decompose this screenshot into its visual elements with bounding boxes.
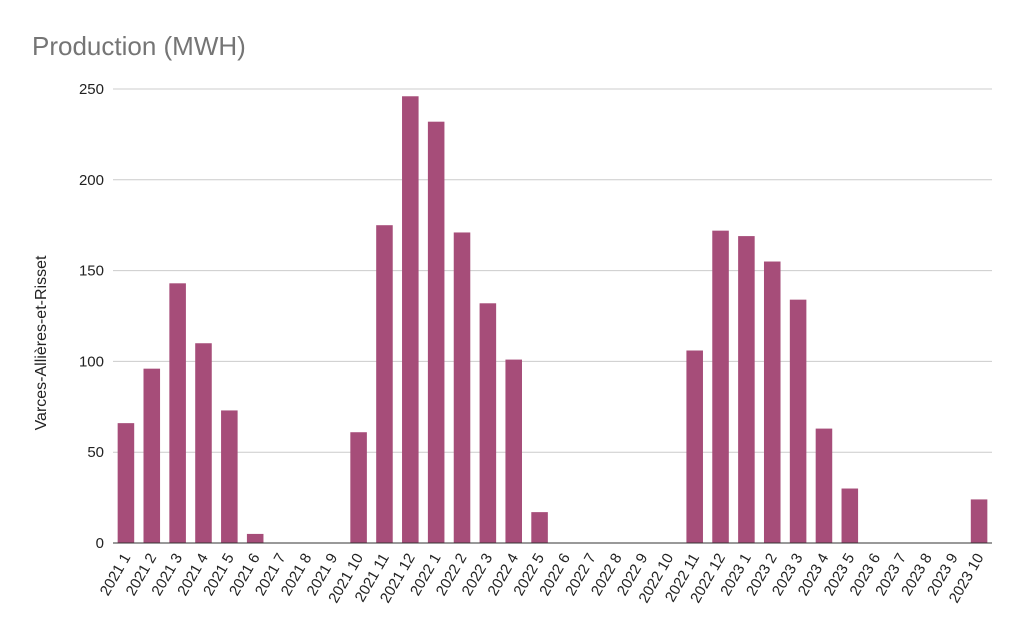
bar <box>427 121 445 544</box>
bar <box>195 343 212 543</box>
bar <box>789 299 807 543</box>
bar <box>246 533 264 543</box>
bar <box>815 428 833 543</box>
bars <box>117 96 988 544</box>
bar <box>686 350 703 543</box>
y-tick-label: 100 <box>79 353 104 370</box>
y-tick-label: 0 <box>96 535 104 552</box>
y-tick-label: 200 <box>79 172 104 189</box>
bar <box>738 236 755 543</box>
chart-title: Production (MWH) <box>32 31 246 61</box>
bar <box>376 225 393 543</box>
gridlines <box>113 88 992 453</box>
y-tick-label: 150 <box>79 263 104 280</box>
y-axis-ticks: 0 50 100 150 200 250 <box>79 81 104 552</box>
bar <box>763 261 781 543</box>
bar <box>453 232 471 544</box>
bar <box>712 230 729 543</box>
bar <box>531 512 548 543</box>
bar <box>402 96 419 543</box>
y-axis-label: Varces-Allières-et-Risset <box>33 255 50 430</box>
bar <box>143 368 161 543</box>
bar <box>841 488 859 543</box>
bar <box>221 410 238 543</box>
bar <box>479 303 497 543</box>
bar <box>350 432 367 543</box>
bar <box>970 499 988 543</box>
bar <box>117 423 135 543</box>
bar <box>169 283 186 543</box>
bar <box>505 359 522 543</box>
y-tick-label: 250 <box>79 81 104 98</box>
y-tick-label: 50 <box>87 444 104 461</box>
